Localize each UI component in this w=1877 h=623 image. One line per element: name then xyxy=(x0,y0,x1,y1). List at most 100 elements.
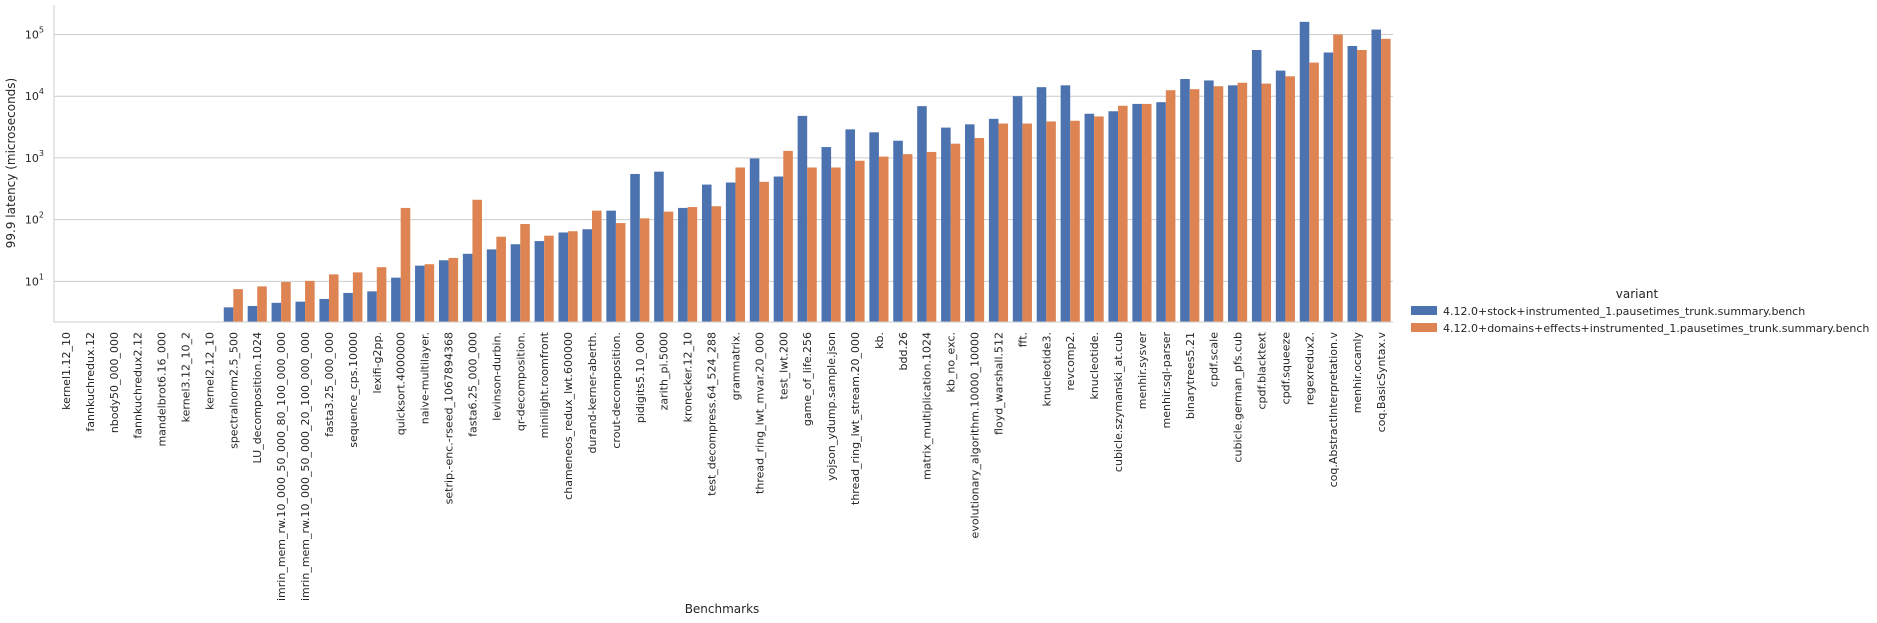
bar xyxy=(1261,83,1272,322)
bar xyxy=(1046,121,1056,323)
bar xyxy=(343,292,353,322)
bar xyxy=(558,232,569,322)
bar xyxy=(797,115,808,322)
bar xyxy=(328,274,339,322)
bar xyxy=(735,167,746,322)
x-tick-label: quicksort.4000000 xyxy=(395,332,408,435)
x-tick-label: cpdf.scale xyxy=(1208,332,1221,387)
bar xyxy=(783,150,793,322)
x-tick-label: revcomp2. xyxy=(1064,332,1077,391)
bar xyxy=(352,272,363,322)
x-tick-label: fannkuchredux2.12 xyxy=(132,332,145,439)
bar xyxy=(1189,89,1200,322)
bar xyxy=(869,132,879,322)
x-tick-label: menhir.ocamly xyxy=(1351,332,1364,414)
x-tick-label: cpdf.squeeze xyxy=(1279,332,1292,405)
x-tick-label: yojson_ydump.sample.json xyxy=(825,332,838,481)
bar xyxy=(725,182,736,322)
bar xyxy=(1299,21,1310,322)
y-tick-label: 102 xyxy=(25,211,44,227)
bar xyxy=(1237,82,1248,322)
bars xyxy=(223,21,1391,323)
bar xyxy=(807,167,817,322)
x-tick-label: menhir.sysver xyxy=(1136,332,1149,410)
bar xyxy=(247,305,258,322)
bar xyxy=(1275,70,1286,322)
bar xyxy=(1357,50,1367,323)
bar xyxy=(1228,85,1238,322)
x-tick-label: fasta6.25_000_000 xyxy=(466,332,479,437)
bar xyxy=(845,129,856,322)
bar xyxy=(462,253,473,322)
bar xyxy=(305,280,315,322)
x-tick-label: chameneos_redux_lwt.600000 xyxy=(562,332,575,500)
bar xyxy=(1108,111,1119,323)
bar xyxy=(1118,105,1128,322)
x-tick-label: pidigits5.10_000 xyxy=(634,332,647,423)
bar xyxy=(1285,76,1295,322)
bar xyxy=(544,235,554,322)
x-tick-label: kernel3.12_10_2 xyxy=(180,332,193,422)
y-axis-label: 99.9 latency (microseconds) xyxy=(4,78,18,248)
bar xyxy=(878,156,889,322)
bar xyxy=(831,167,841,322)
bar xyxy=(448,257,459,322)
bar xyxy=(1165,90,1176,322)
x-tick-label: thread_ring_lwt_stream.20_000 xyxy=(849,332,862,505)
x-tick-label: coq.AbstractInterpretation.v xyxy=(1327,332,1340,488)
x-tick-label: crout-decomposition. xyxy=(610,332,623,449)
bar xyxy=(1371,29,1382,322)
bar xyxy=(281,281,291,322)
bar xyxy=(438,260,449,322)
bar xyxy=(654,171,664,322)
bar xyxy=(400,207,411,322)
x-tick-label: matrix_multiplication.1024 xyxy=(921,332,934,480)
x-tick-label: imrin_mem_rw.10_000_50_000_20_100_000_00… xyxy=(299,332,312,601)
x-tick-label: mandelbrot6.16_000 xyxy=(156,332,169,447)
bar xyxy=(415,265,425,322)
x-tick-label: kb_no_exc. xyxy=(945,332,958,393)
bar xyxy=(424,264,435,322)
bar xyxy=(678,207,688,322)
x-tick-label: qr-decomposition. xyxy=(514,332,527,431)
x-tick-label: nbody50_000_000 xyxy=(108,332,121,433)
x-tick-label: durand-kerner-aberth. xyxy=(586,332,599,454)
bar xyxy=(510,244,521,322)
bar xyxy=(1309,62,1319,322)
x-tick-label: menhir.sql-parser xyxy=(1160,332,1173,429)
x-tick-label: thread_ring_lwt_mvar.20_000 xyxy=(753,332,766,494)
bar xyxy=(701,184,712,322)
bar xyxy=(1022,123,1032,322)
x-tick-label: kronecker.12_10 xyxy=(682,332,695,422)
bar xyxy=(926,151,937,322)
bar xyxy=(759,181,769,322)
bar xyxy=(1084,113,1095,322)
bar xyxy=(902,154,913,322)
bar xyxy=(1036,87,1047,322)
x-tick-label: fasta3.25_000_000 xyxy=(323,332,336,437)
x-tick-label: cubicle.szymanski_at.cub xyxy=(1112,332,1125,472)
x-tick-label: coq.BasicSyntax.v xyxy=(1375,332,1388,433)
x-tick-label: lexifi-g2pp. xyxy=(371,332,384,394)
bar xyxy=(223,307,234,322)
bar xyxy=(941,127,951,322)
bar xyxy=(950,143,961,322)
bar xyxy=(964,124,975,322)
bar xyxy=(1204,80,1214,322)
bar xyxy=(1012,96,1023,322)
y-tick-label: 103 xyxy=(25,149,44,165)
x-tick-label: binarytrees5.21 xyxy=(1184,332,1197,419)
bar xyxy=(821,147,832,322)
bar xyxy=(472,199,483,322)
bar xyxy=(855,160,865,322)
x-tick-label: kernel1.12_10 xyxy=(60,332,73,410)
bar xyxy=(319,298,329,322)
x-tick-label: knucleotide3. xyxy=(1040,332,1053,407)
y-tick-label: 105 xyxy=(25,25,44,41)
y-tick-labels: 101 102 103 104 105 xyxy=(25,25,44,288)
x-tick-label: evolutionary_algorithm.10000_10000 xyxy=(969,332,982,538)
x-tick-label: bdd.26 xyxy=(897,332,910,370)
x-tick-label: knucleotide. xyxy=(1088,332,1101,400)
bar xyxy=(496,236,506,322)
bar xyxy=(711,206,722,322)
